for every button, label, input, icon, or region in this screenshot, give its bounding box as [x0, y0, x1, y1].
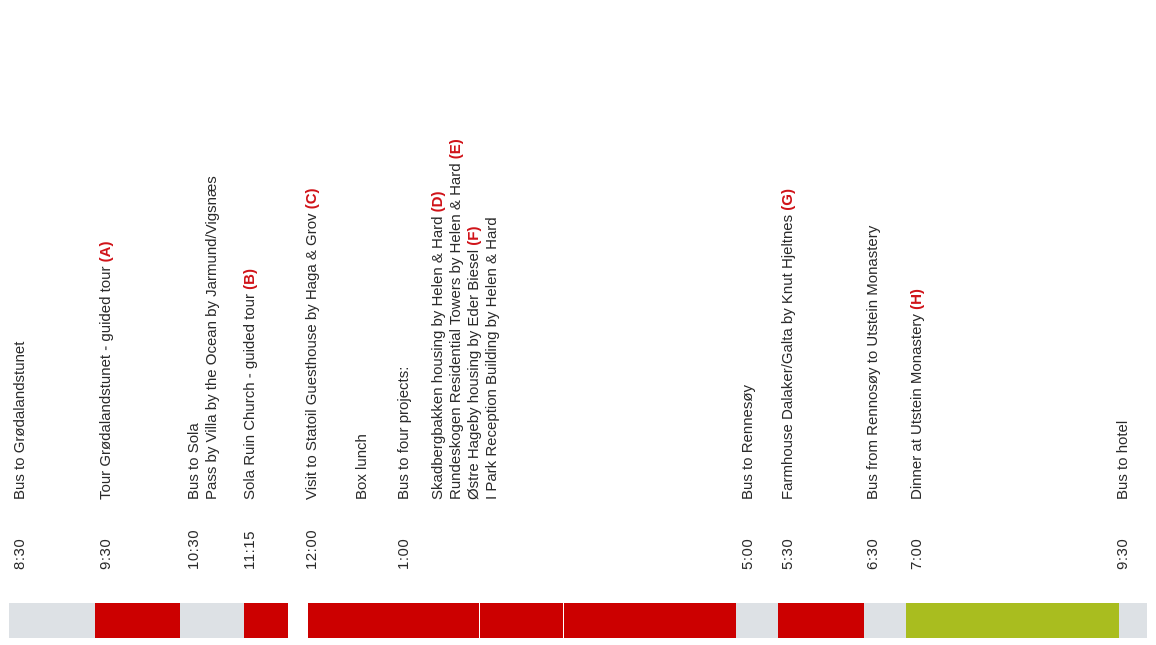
- location-tag: (B): [241, 269, 258, 290]
- timeline-segment: [864, 603, 906, 638]
- event-text: I Park Reception Building by Helen & Har…: [483, 217, 500, 500]
- timeline-segment: [180, 603, 244, 638]
- timeline-segment: [95, 603, 180, 638]
- timeline-segment: [288, 603, 308, 638]
- event-text: Østre Hageby housing by Eder Biesel (F): [465, 226, 482, 500]
- event-text: Bus to hotel: [1114, 420, 1131, 500]
- event-text: Skadbergbakken housing by Helen & Hard (…: [429, 191, 446, 500]
- event-text: Bus to Sola: [185, 423, 202, 500]
- timeline-segment: [308, 603, 479, 638]
- timeline-segment: [736, 603, 778, 638]
- time-label: 8:30: [11, 538, 28, 570]
- location-tag: (C): [303, 188, 320, 210]
- time-label: 9:30: [1114, 538, 1131, 570]
- event-text: Box lunch: [353, 434, 370, 500]
- event-text: Bus to Grødalandstunet: [11, 341, 28, 500]
- event-text: Bus from Rennosøy to Utstein Monastery: [864, 225, 881, 500]
- location-tag: (D): [429, 191, 446, 213]
- location-tag: (E): [447, 139, 464, 160]
- event-text: Pass by Villa by the Ocean by Jarmund/Vi…: [203, 176, 220, 500]
- timeline-segment: [906, 603, 1119, 638]
- time-label: 1:00: [395, 538, 412, 570]
- timeline-segment: [244, 603, 288, 638]
- timeline-segment: [564, 603, 736, 638]
- event-text: Farmhouse Dalaker/Galta by Knut Hjeltnes…: [779, 189, 796, 500]
- timeline-segment: [1119, 603, 1147, 638]
- timeline-segment: [778, 603, 864, 638]
- event-text: Rundeskogen Residential Towers by Helen …: [447, 139, 464, 500]
- event-text: Tour Grødalandstunet - guided tour (A): [97, 241, 114, 500]
- location-tag: (G): [779, 189, 796, 211]
- event-text: Visit to Statoil Guesthouse by Haga & Gr…: [303, 188, 320, 500]
- time-label: 12:00: [303, 529, 320, 570]
- event-text: Dinner at Utstein Monastery (H): [908, 289, 925, 500]
- event-text: Bus to four projects:: [395, 366, 412, 500]
- time-label: 5:00: [739, 538, 756, 570]
- time-label: 5:30: [779, 538, 796, 570]
- location-tag: (A): [97, 241, 114, 263]
- time-label: 11:15: [241, 531, 258, 570]
- event-text: Sola Ruin Church - guided tour (B): [241, 269, 258, 500]
- time-label: 7:00: [908, 538, 925, 570]
- time-label: 6:30: [864, 538, 881, 570]
- timeline-segment: [9, 603, 95, 638]
- location-tag: (F): [465, 226, 482, 246]
- timeline-segment: [480, 603, 563, 638]
- time-label: 9:30: [97, 538, 114, 570]
- event-text: Bus to Rennesøy: [739, 384, 756, 500]
- time-label: 10:30: [185, 529, 202, 570]
- location-tag: (H): [908, 289, 925, 310]
